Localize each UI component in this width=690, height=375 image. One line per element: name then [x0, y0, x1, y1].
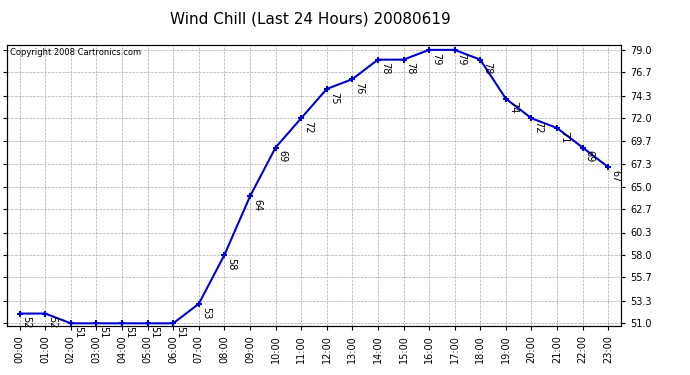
- Text: 74: 74: [508, 102, 518, 114]
- Text: 78: 78: [406, 62, 415, 75]
- Text: Copyright 2008 Cartronics.com: Copyright 2008 Cartronics.com: [10, 48, 141, 57]
- Text: 76: 76: [354, 82, 364, 94]
- Text: 51: 51: [150, 326, 159, 339]
- Text: 51: 51: [99, 326, 108, 339]
- Text: 51: 51: [73, 326, 83, 339]
- Text: 72: 72: [533, 121, 544, 134]
- Text: 78: 78: [482, 62, 492, 75]
- Text: 51: 51: [124, 326, 134, 339]
- Text: 79: 79: [457, 53, 466, 65]
- Text: 51: 51: [175, 326, 185, 339]
- Text: 71: 71: [559, 131, 569, 143]
- Text: 53: 53: [201, 307, 210, 319]
- Text: 52: 52: [21, 316, 32, 329]
- Text: 75: 75: [328, 92, 339, 104]
- Text: 72: 72: [303, 121, 313, 134]
- Text: 67: 67: [610, 170, 620, 182]
- Text: 58: 58: [226, 258, 237, 270]
- Text: 79: 79: [431, 53, 441, 65]
- Text: 64: 64: [252, 199, 262, 211]
- Text: 69: 69: [584, 150, 595, 163]
- Text: 78: 78: [380, 62, 390, 75]
- Text: 69: 69: [277, 150, 288, 163]
- Text: 52: 52: [47, 316, 57, 329]
- Text: Wind Chill (Last 24 Hours) 20080619: Wind Chill (Last 24 Hours) 20080619: [170, 11, 451, 26]
